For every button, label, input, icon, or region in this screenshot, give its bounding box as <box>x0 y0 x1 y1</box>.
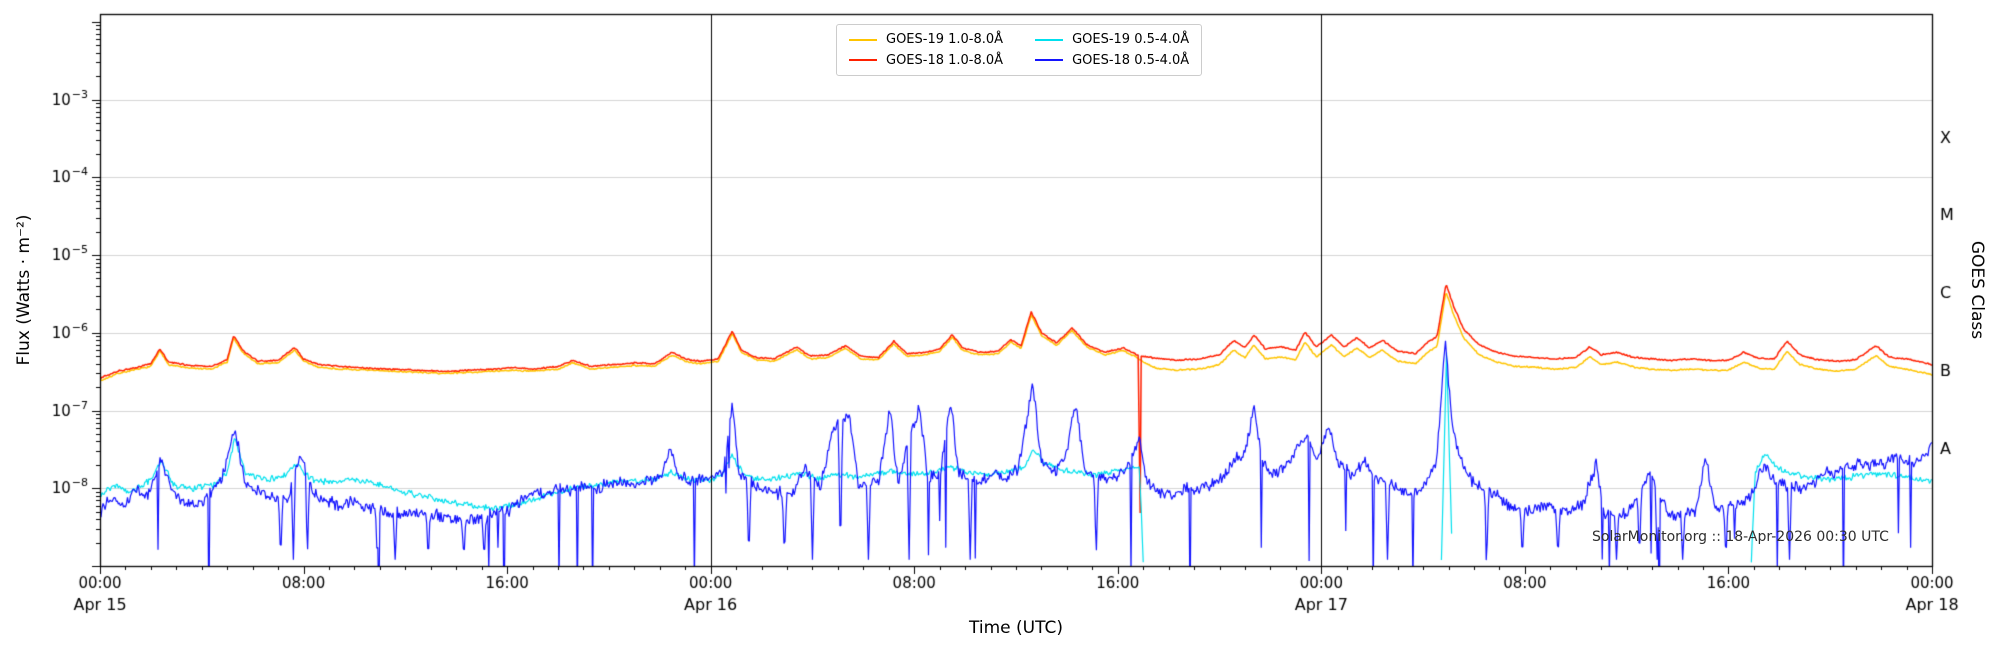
legend-item-2: GOES-19 0.5-4.0Å <box>1035 32 1189 48</box>
legend-line-swatch <box>1035 38 1064 41</box>
y-axis-label: Flux (Watts · m⁻²) <box>14 214 34 366</box>
legend-item-3: GOES-18 0.5-4.0Å <box>1035 53 1189 69</box>
legend-line-swatch <box>1035 59 1064 62</box>
legend-label: GOES-18 1.0-8.0Å <box>886 52 1004 68</box>
legend-label: GOES-19 0.5-4.0Å <box>1072 32 1190 47</box>
legend: GOES-19 1.0-8.0Å GOES-18 1.0-8.0Å GOES-19 … <box>836 24 1203 77</box>
legend-line-swatch <box>849 38 877 41</box>
legend-item-0: GOES-19 1.0-8.0Å <box>849 32 1003 48</box>
y-axis-right-label: GOES Class <box>1967 240 1987 340</box>
legend-label: GOES-18 0.5-4.0Å <box>1072 52 1190 68</box>
legend-label: GOES-19 1.0-8.0Å <box>886 32 1004 47</box>
watermark: SolarMonitor.org :: 18-Apr-2026 00:30 UT… <box>1592 529 1889 545</box>
legend-item-1: GOES-18 1.0-8.0Å <box>849 53 1003 69</box>
legend-line-swatch <box>849 59 877 62</box>
x-axis-label: Time (UTC) <box>969 618 1063 638</box>
